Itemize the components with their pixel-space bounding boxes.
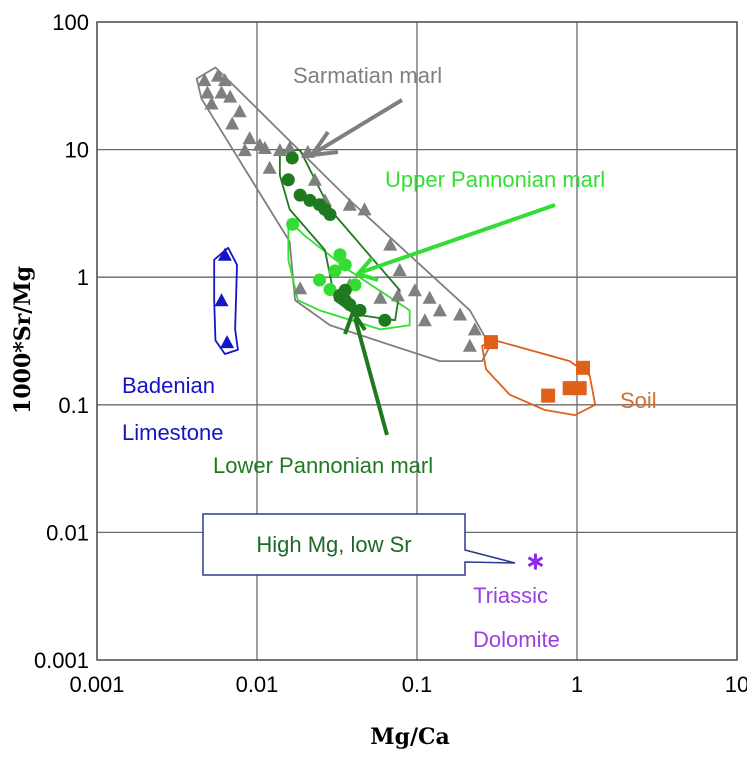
callout: High Mg, low Sr [202,513,516,576]
badenian-limestone-point [220,335,235,349]
sarmatian-marl-point [257,140,272,154]
sarmatian-marl-point [432,303,447,317]
sarmatian-marl-point [407,283,422,297]
upper-pannonian-marl-point [338,258,352,272]
lower-pannonian-marl-point [353,303,367,317]
x-tick-label: 10 [725,672,747,697]
sarmatian-marl-point [204,96,219,110]
soil-point [483,335,498,350]
soil-point [541,388,556,403]
lower-pannonian-marl-point [343,298,357,312]
sarmatian-marl-point [462,338,477,352]
sarmatian-marl-point [467,322,482,336]
triassic-dolomite-point [527,553,544,570]
sarmatian-marl-point [210,68,225,82]
label-soil: Soil [620,388,657,413]
sarmatian-marl-point [293,281,308,295]
sarmatian-arrow [307,98,404,158]
sarmatian-marl-point [262,160,277,174]
label-badenian-1: Badenian [122,373,215,398]
upper-pannonian-marl-point [313,273,327,287]
sarmatian-marl-point [373,290,388,304]
sarmatian-marl-point [417,313,432,327]
sarmatian-marl-point [282,140,297,154]
soil-outline [481,339,597,417]
sarmatian-marl-point [237,143,252,157]
sarmatian-marl-point [453,307,468,321]
y-tick-label: 100 [52,10,89,35]
upper-pannonian-marl-point [323,283,337,297]
label-upper-pannonian: Upper Pannonian marl [385,167,605,192]
x-tick-label: 0.01 [236,672,279,697]
sarmatian-marl-point [217,73,232,87]
x-axis-title: Mg/Ca [370,724,450,750]
sarmatian-marl-point [200,85,215,99]
sarmatian-marl-point [197,73,212,87]
upper-pannonian-marl-point [286,217,300,231]
callout-text: High Mg, low Sr [256,532,411,557]
lower-pannonian-marl-point [338,283,352,297]
y-tick-label: 0.1 [58,393,89,418]
sarmatian-marl-point [357,202,372,216]
sarmatian-marl-point [232,104,247,118]
sarmatian-marl-point [390,288,405,302]
badenian-limestone-outline [213,246,239,355]
y-axis-title: 1000*Sr/Mg [10,266,36,414]
lower-pannonian-marl-point [285,151,299,165]
label-badenian-2: Limestone [122,420,224,445]
sarmatian-marl-point [223,89,238,103]
y-tick-label: 1 [77,265,89,290]
label-triassic-2: Dolomite [473,627,560,652]
y-tick-label: 0.01 [46,520,89,545]
lower-pannonian-marl-point [293,188,307,202]
y-tick-label: 10 [65,138,89,163]
sarmatian-marl-point [422,290,437,304]
soil-point [572,381,587,396]
lower-pannonian-marl-point [378,313,392,327]
plot-frame [96,21,738,661]
lower-pannonian-arrow [343,307,389,436]
badenian-limestone-point [214,293,229,307]
label-lower-pannonian: Lower Pannonian marl [213,453,433,478]
sarmatian-marl-point [307,172,322,186]
lower-pannonian-marl-point [323,208,337,222]
upper-pannonian-arrow [354,203,556,282]
x-tick-label: 0.001 [69,672,124,697]
sarmatian-marl-point [242,131,257,145]
lower-pannonian-marl-point [303,193,317,207]
sarmatian-marl-point [225,116,240,130]
lower-pannonian-marl-point [281,173,295,187]
label-triassic-1: Triassic [473,583,548,608]
sarmatian-marl-outline [195,66,491,363]
x-tick-label: 1 [571,672,583,697]
badenian-limestone-point [217,247,232,261]
sarmatian-marl-point [342,197,357,211]
sarmatian-marl-point [383,237,398,251]
y-tick-label: 0.001 [34,648,89,673]
sarmatian-marl-point [392,262,407,276]
upper-pannonian-marl-point [333,248,347,262]
sarmatian-marl-point [214,85,229,99]
upper-pannonian-marl-outline [287,219,411,331]
x-tick-label: 0.1 [402,672,433,697]
soil-point [575,360,590,375]
label-sarmatian: Sarmatian marl [293,63,442,88]
upper-pannonian-marl-point [348,278,362,292]
upper-pannonian-marl-point [328,264,342,278]
